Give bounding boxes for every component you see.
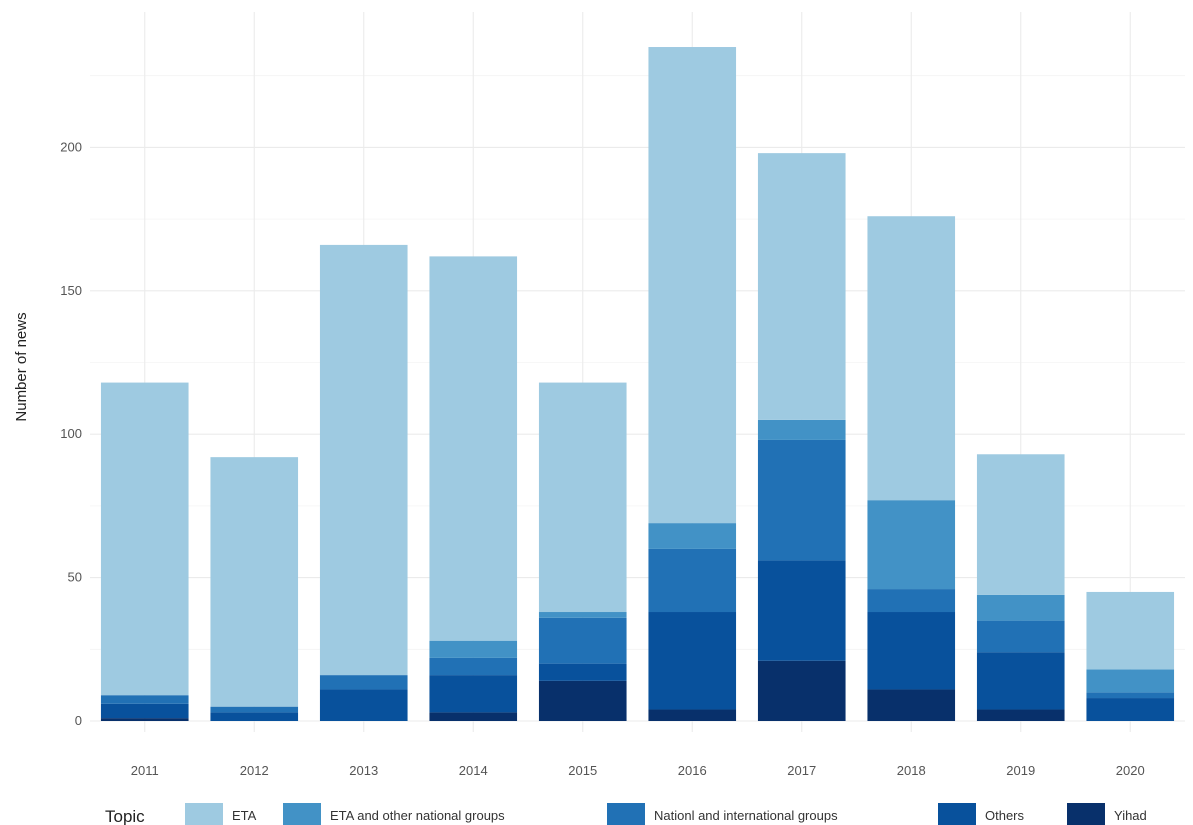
bar-segment-eta-2011 <box>100 382 189 696</box>
bar-segment-others-2019 <box>976 652 1065 710</box>
bar-segment-eta-2016 <box>648 47 737 524</box>
legend-label-others: Others <box>985 808 1025 823</box>
bar-segment-others-2013 <box>319 689 408 721</box>
y-tick-label: 200 <box>60 139 82 154</box>
bar-segment-eta-2013 <box>319 244 408 676</box>
bar-segment-nationl-and-international-groups-2012 <box>210 706 299 713</box>
bar-segment-others-2017 <box>757 560 846 661</box>
legend-label-eta: ETA <box>232 808 257 823</box>
x-tick-label: 2019 <box>1006 763 1035 778</box>
bar-segment-yihad-2018 <box>867 689 956 721</box>
bar-segment-eta-2017 <box>757 153 846 420</box>
y-tick-label: 50 <box>68 570 82 585</box>
y-tick-label: 0 <box>75 713 82 728</box>
legend-swatch-others <box>938 803 976 825</box>
y-axis: 0 50 100 150 200 <box>60 139 82 728</box>
x-tick-label: 2011 <box>131 763 159 778</box>
bar-segment-yihad-2016 <box>648 709 737 721</box>
y-axis-title: Number of news <box>13 312 30 421</box>
legend: Topic ETA ETA and other national groups Na… <box>105 803 1147 825</box>
x-tick-label: 2014 <box>459 763 488 778</box>
legend-swatch-yihad <box>1067 803 1105 825</box>
bar-segment-eta-and-other-national-groups-2017 <box>757 419 846 440</box>
bar-segment-others-2018 <box>867 612 956 690</box>
bar-segment-nationl-and-international-groups-2017 <box>757 439 846 561</box>
bar-segment-eta-and-other-national-groups-2018 <box>867 500 956 590</box>
bar-segment-others-2016 <box>648 612 737 710</box>
bar-segment-others-2011 <box>100 703 189 719</box>
bar-segment-nationl-and-international-groups-2014 <box>429 657 518 676</box>
bar-segment-eta-and-other-national-groups-2015 <box>538 612 627 618</box>
x-tick-label: 2017 <box>787 763 816 778</box>
bar-segment-nationl-and-international-groups-2016 <box>648 548 737 613</box>
bar-stack-2013 <box>319 244 408 721</box>
bar-segment-others-2014 <box>429 675 518 713</box>
legend-title: Topic <box>105 807 145 825</box>
bar-stack-2015 <box>538 382 627 721</box>
bar-stack-2017 <box>757 153 846 721</box>
bar-segment-others-2015 <box>538 663 627 681</box>
legend-label-yihad: Yihad <box>1114 808 1147 823</box>
bar-segment-yihad-2019 <box>976 709 1065 721</box>
x-tick-label: 2013 <box>349 763 378 778</box>
bar-stack-2016 <box>648 47 737 721</box>
bar-segment-yihad-2017 <box>757 660 846 721</box>
bar-segment-nationl-and-international-groups-2013 <box>319 675 408 690</box>
bar-segment-yihad-2014 <box>429 712 518 721</box>
bar-segment-yihad-2015 <box>538 680 627 721</box>
x-tick-label: 2018 <box>897 763 926 778</box>
bar-segment-nationl-and-international-groups-2018 <box>867 589 956 613</box>
bar-segment-nationl-and-international-groups-2019 <box>976 620 1065 653</box>
bar-stack-2020 <box>1086 591 1175 721</box>
x-tick-label: 2016 <box>678 763 707 778</box>
x-tick-label: 2012 <box>240 763 269 778</box>
bar-stack-2014 <box>429 256 518 721</box>
bar-segment-eta-and-other-national-groups-2019 <box>976 594 1065 621</box>
bar-segment-nationl-and-international-groups-2020 <box>1086 692 1175 699</box>
x-tick-label: 2020 <box>1116 763 1145 778</box>
bar-stack-2011 <box>100 382 189 721</box>
bar-segment-nationl-and-international-groups-2011 <box>100 695 189 704</box>
legend-label-nationl-and-international-groups: Nationl and international groups <box>654 808 838 823</box>
y-tick-label: 100 <box>60 426 82 441</box>
bar-segment-nationl-and-international-groups-2015 <box>538 617 627 664</box>
x-axis: 2011 2012 2013 2014 2015 2016 2017 2018 2019 2020 <box>131 763 1145 778</box>
bars-layer <box>100 47 1175 721</box>
bar-stack-2019 <box>976 454 1065 721</box>
legend-swatch-eta <box>185 803 223 825</box>
bar-segment-eta-2015 <box>538 382 627 613</box>
legend-swatch-nationl-and-international-groups <box>607 803 645 825</box>
bar-segment-eta-2018 <box>867 216 956 501</box>
bar-segment-eta-2019 <box>976 454 1065 595</box>
legend-label-eta-and-other-national-groups: ETA and other national groups <box>330 808 505 823</box>
bar-stack-2012 <box>210 457 299 721</box>
y-tick-label: 150 <box>60 283 82 298</box>
bar-segment-others-2020 <box>1086 698 1175 721</box>
bar-segment-eta-and-other-national-groups-2020 <box>1086 669 1175 693</box>
bar-segment-eta-and-other-national-groups-2014 <box>429 640 518 658</box>
bar-segment-eta-2020 <box>1086 591 1175 670</box>
bar-segment-eta-2014 <box>429 256 518 641</box>
bar-segment-others-2012 <box>210 712 299 721</box>
bar-segment-eta-and-other-national-groups-2016 <box>648 523 737 549</box>
legend-swatch-eta-and-other-national-groups <box>283 803 321 825</box>
bar-segment-eta-2012 <box>210 457 299 707</box>
bar-stack-2018 <box>867 216 956 721</box>
x-tick-label: 2015 <box>568 763 597 778</box>
bar-segment-yihad-2011 <box>100 718 189 721</box>
